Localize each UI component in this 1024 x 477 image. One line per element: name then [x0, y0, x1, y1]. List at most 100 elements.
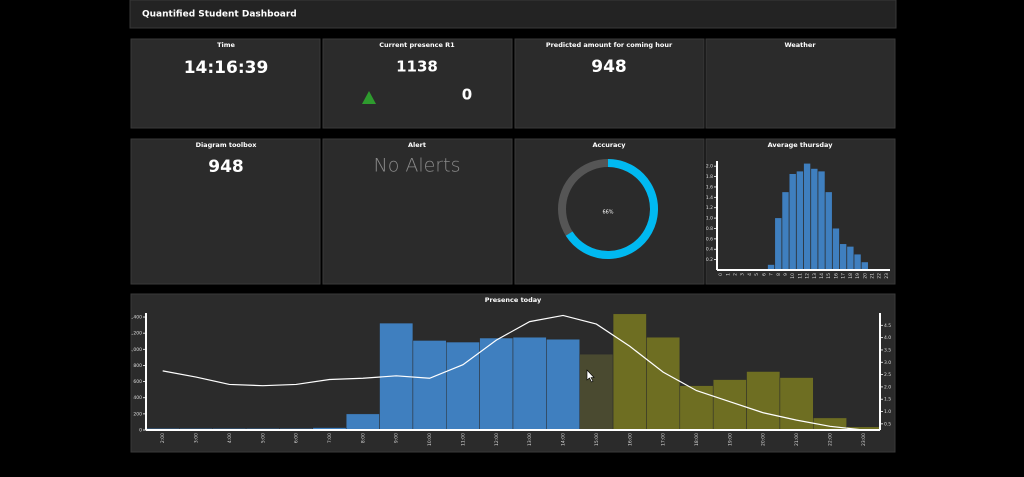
bar	[546, 338, 580, 431]
x-tick-label: 20:00	[761, 433, 767, 446]
y-tick-label: 1.6	[706, 184, 713, 190]
x-tick-label: 5:00	[260, 433, 266, 443]
tile-title: Weather	[784, 41, 816, 49]
bar	[479, 337, 514, 431]
tile-title: Average thursday	[768, 141, 834, 149]
tile	[322, 38, 513, 129]
y-tick-label: 0	[139, 428, 142, 434]
bar	[579, 353, 614, 431]
x-tick-label: 4:00	[227, 433, 233, 443]
x-tick-label: 11:00	[460, 433, 466, 446]
x-tick-label: 15:00	[594, 433, 600, 446]
x-tick-label: 0	[718, 273, 724, 276]
y2-tick-label: 2.5	[884, 372, 891, 378]
y-tick-label: 0.8	[706, 226, 713, 232]
x-tick-label: 19	[855, 273, 861, 279]
bar	[412, 340, 447, 431]
x-tick-label: 8:00	[360, 433, 366, 443]
bar	[854, 254, 861, 270]
y-tick-label: 2.0	[706, 164, 713, 170]
x-tick-label: 9	[783, 273, 789, 276]
y2-tick-label: 4.5	[884, 323, 891, 329]
x-tick-label: 4	[747, 273, 753, 276]
x-tick-label: 2:00	[160, 433, 166, 443]
line	[162, 314, 864, 431]
y-tick-label: 0.6	[706, 236, 713, 242]
tile	[130, 38, 321, 129]
bar	[446, 341, 480, 431]
tile	[322, 138, 513, 285]
x-tick-label: 10:00	[427, 433, 433, 446]
bar	[767, 264, 775, 270]
y2-tick-label: 1.5	[884, 397, 891, 403]
tile-title: Accuracy	[592, 141, 626, 149]
tile-title: Time	[217, 41, 235, 49]
x-tick-label: 23:00	[861, 433, 867, 446]
y-tick-label: 1,200	[129, 331, 142, 337]
tile-title: Alert	[408, 141, 426, 149]
x-tick-label: 1	[725, 273, 731, 276]
bar	[796, 171, 804, 270]
up-arrow	[362, 91, 376, 104]
x-tick-label: 20	[862, 273, 868, 279]
y-tick-label: 0.2	[706, 257, 713, 263]
bar	[712, 379, 747, 431]
x-tick-label: 21:00	[794, 433, 800, 446]
tile	[705, 38, 896, 129]
donut-label: 66%	[602, 210, 613, 216]
x-tick-label: 2	[733, 273, 739, 276]
tile-value: 948	[591, 57, 627, 77]
bar	[789, 173, 796, 270]
bar	[782, 192, 789, 270]
x-tick-label: 6	[761, 273, 767, 276]
bar	[512, 336, 547, 431]
bar	[818, 171, 825, 270]
x-tick-label: 17	[841, 273, 847, 279]
y-tick-label: 1.0	[706, 216, 713, 222]
tile-value: 1138	[396, 58, 438, 76]
x-tick-label: 23	[884, 273, 890, 279]
bar	[345, 413, 380, 431]
header-bar	[129, 0, 897, 29]
x-tick-label: 12:00	[494, 433, 500, 446]
plot: 2:00 3:00 4:00 5:00 6:00 7:00 8:00 9:00 10:00 11:…	[129, 313, 891, 446]
x-tick-label: 13	[812, 273, 818, 279]
tile	[130, 138, 321, 285]
y2-tick-label: 3.0	[884, 360, 891, 366]
x-tick-label: 21	[869, 273, 875, 279]
tile	[514, 38, 705, 129]
x-tick-label: 6:00	[294, 433, 300, 443]
bar	[861, 262, 868, 270]
tile-title: Diagram toolbox	[196, 141, 258, 149]
mouse-cursor	[586, 369, 595, 383]
x-tick-label: 11	[797, 273, 803, 279]
bar	[839, 244, 847, 270]
y-tick-label: 800	[133, 363, 142, 369]
x-tick-label: 3	[740, 273, 746, 276]
bar	[803, 163, 811, 270]
x-tick-label: 16	[833, 273, 839, 279]
tile-value: 948	[208, 157, 244, 177]
bar	[847, 246, 854, 270]
y-tick-label: 200	[133, 411, 142, 417]
y-tick-label: 1.4	[706, 195, 713, 201]
x-tick-label: 14	[819, 273, 825, 279]
x-tick-label: 9:00	[394, 433, 400, 443]
y2-tick-label: 2.0	[884, 384, 891, 390]
bar	[679, 385, 714, 431]
x-tick-label: 14:00	[561, 433, 567, 446]
x-tick-label: 8	[776, 273, 782, 276]
x-tick-label: 13:00	[527, 433, 533, 446]
x-tick-label: 19:00	[727, 433, 733, 446]
y2-tick-label: 4.0	[884, 335, 891, 341]
tile-title: Predicted amount for coming hour	[546, 41, 673, 49]
y-tick-label: 0.4	[706, 247, 713, 253]
header-title: Quantified Student Dashboard	[142, 10, 297, 20]
x-tick-label: 17:00	[661, 433, 667, 446]
x-tick-label: 16:00	[627, 433, 633, 446]
y-tick-label: 1,400	[129, 315, 142, 321]
y-tick-label: 1,000	[129, 347, 142, 353]
alert-text: No Alerts	[373, 155, 460, 177]
